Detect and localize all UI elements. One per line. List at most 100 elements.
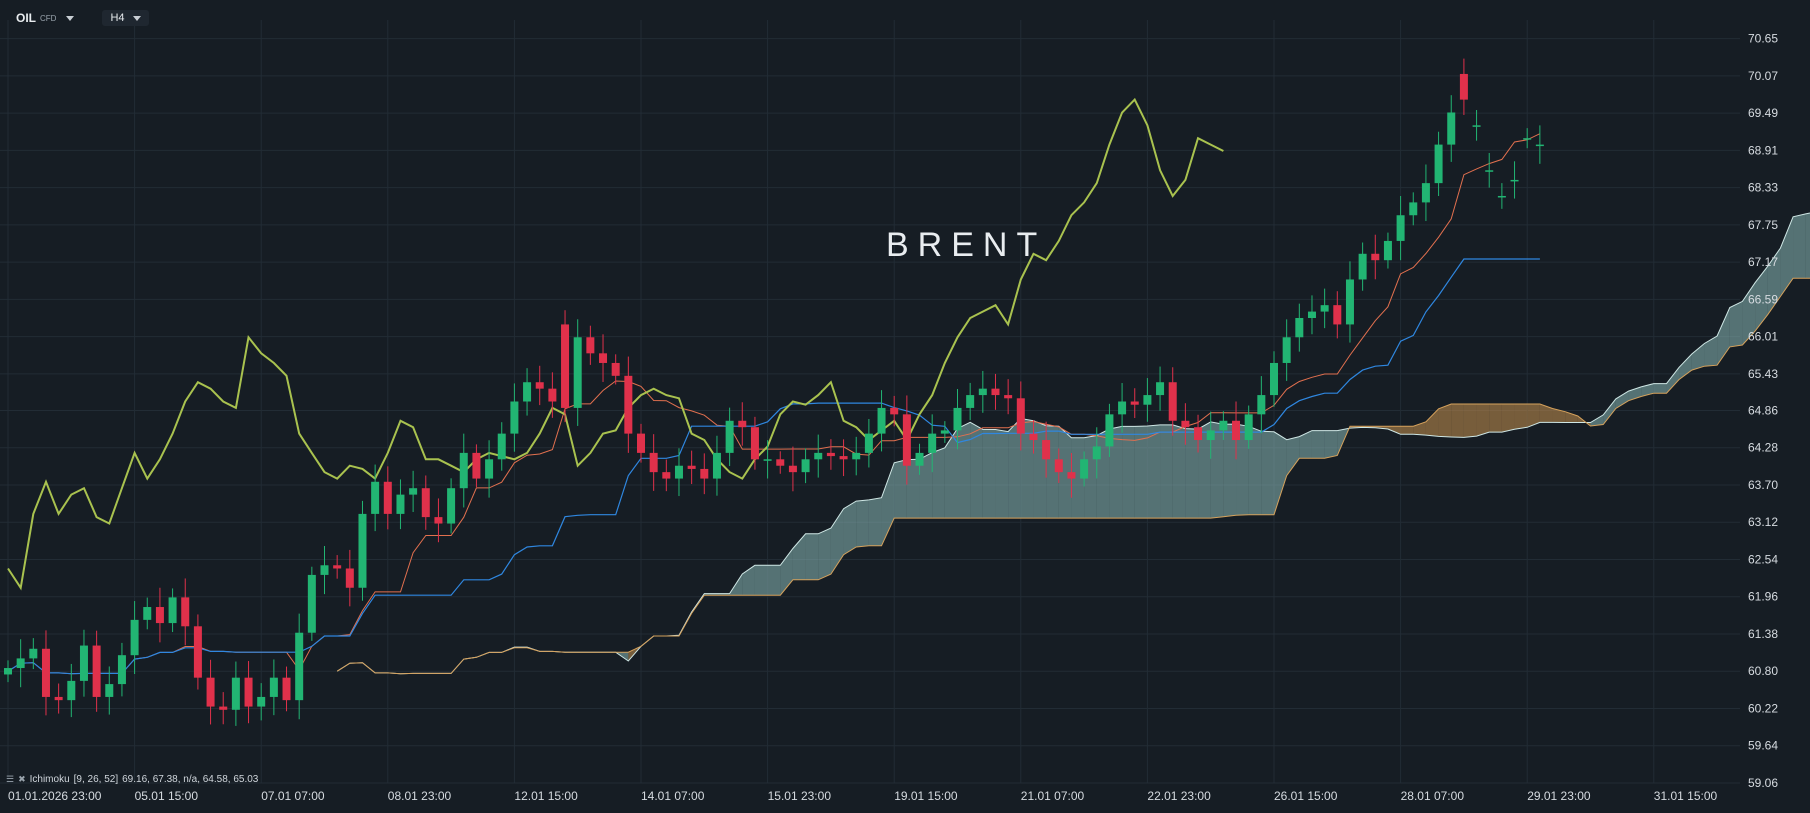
candle-body[interactable] — [1118, 401, 1127, 415]
candle-body[interactable] — [181, 597, 190, 627]
candle-body[interactable] — [307, 574, 316, 633]
candle-body[interactable] — [459, 452, 468, 489]
candle-body[interactable] — [1345, 279, 1354, 325]
candle-body[interactable] — [497, 433, 506, 460]
candle-body[interactable] — [966, 395, 975, 408]
candle-body[interactable] — [953, 407, 962, 431]
candle-body[interactable] — [320, 565, 329, 575]
candle-body[interactable] — [143, 607, 152, 620]
candle-body[interactable] — [485, 459, 494, 479]
candle-body[interactable] — [1244, 414, 1253, 441]
candle-body[interactable] — [1054, 459, 1063, 473]
candle-body[interactable] — [1206, 430, 1215, 441]
candle-body[interactable] — [257, 696, 266, 707]
candle-body[interactable] — [371, 481, 380, 514]
candle-body[interactable] — [1434, 144, 1443, 184]
candle-body[interactable] — [295, 632, 304, 701]
candle-body[interactable] — [1472, 125, 1481, 127]
candle-body[interactable] — [421, 488, 430, 518]
candle-body[interactable] — [915, 452, 924, 466]
candle-body[interactable] — [1080, 459, 1089, 479]
candle-body[interactable] — [1333, 305, 1342, 325]
candle-body[interactable] — [624, 375, 633, 434]
candle-body[interactable] — [523, 382, 532, 402]
candle-body[interactable] — [16, 658, 25, 669]
candle-body[interactable] — [902, 414, 911, 466]
candle-body[interactable] — [41, 648, 50, 697]
candle-body[interactable] — [826, 452, 835, 457]
candle-body[interactable] — [117, 655, 126, 685]
candle-body[interactable] — [637, 433, 645, 453]
candle-body[interactable] — [345, 568, 354, 588]
candle-body[interactable] — [1168, 382, 1177, 421]
candle-body[interactable] — [1371, 253, 1380, 261]
candle-body[interactable] — [928, 433, 937, 453]
candle-body[interactable] — [750, 427, 759, 460]
candle-body[interactable] — [852, 452, 861, 460]
candle-body[interactable] — [1105, 414, 1114, 447]
candle-body[interactable] — [649, 452, 658, 473]
candle-body[interactable] — [4, 668, 12, 675]
candle-body[interactable] — [814, 452, 823, 460]
candle-body[interactable] — [1270, 362, 1278, 396]
candle-body[interactable] — [1535, 144, 1544, 147]
candle-body[interactable] — [535, 382, 544, 389]
candle-body[interactable] — [890, 407, 899, 415]
candle-body[interactable] — [864, 433, 873, 453]
candle-body[interactable] — [1042, 440, 1051, 460]
candle-body[interactable] — [1143, 395, 1152, 405]
candle-body[interactable] — [92, 645, 101, 697]
candle-body[interactable] — [219, 706, 228, 710]
candle-body[interactable] — [548, 388, 557, 402]
candle-body[interactable] — [712, 452, 721, 479]
candle-body[interactable] — [801, 459, 810, 473]
candle-body[interactable] — [105, 684, 114, 697]
candle-body[interactable] — [1016, 398, 1025, 434]
candle-body[interactable] — [434, 517, 443, 524]
candle-body[interactable] — [358, 513, 367, 588]
candle-body[interactable] — [1067, 472, 1076, 479]
candle-body[interactable] — [1497, 195, 1506, 198]
candle-body[interactable] — [29, 648, 38, 659]
candle-body[interactable] — [54, 696, 63, 701]
indicator-legend[interactable]: ☰ ✖ Ichimoku [9, 26, 52] 69.16, 67.38, n… — [6, 774, 258, 785]
candle-body[interactable] — [1232, 420, 1241, 441]
candle-body[interactable] — [599, 353, 608, 363]
candle-body[interactable] — [1523, 138, 1532, 140]
candle-body[interactable] — [1320, 305, 1329, 312]
candle-body[interactable] — [1307, 311, 1316, 319]
candle-body[interactable] — [79, 645, 88, 681]
candle-body[interactable] — [1194, 427, 1203, 441]
candle-body[interactable] — [206, 677, 215, 707]
candle-body[interactable] — [738, 420, 747, 428]
candle-body[interactable] — [282, 677, 291, 701]
candle-body[interactable] — [940, 430, 949, 434]
candle-body[interactable] — [978, 388, 987, 396]
candle-body[interactable] — [1459, 73, 1468, 100]
candle-body[interactable] — [700, 468, 709, 479]
candle-body[interactable] — [1358, 253, 1367, 280]
candle-body[interactable] — [573, 337, 582, 408]
candle-body[interactable] — [1181, 420, 1190, 428]
candle-body[interactable] — [193, 626, 202, 678]
candle-body[interactable] — [1421, 183, 1430, 203]
symbol-selector[interactable]: OIL CFD — [16, 10, 75, 26]
candle-body[interactable] — [725, 420, 734, 453]
candle-body[interactable] — [244, 677, 253, 707]
candle-body[interactable] — [1396, 215, 1405, 241]
candle-body[interactable] — [231, 677, 240, 710]
candle-body[interactable] — [561, 324, 570, 408]
candle-body[interactable] — [877, 407, 886, 434]
candle-body[interactable] — [839, 456, 848, 460]
candle-body[interactable] — [1383, 240, 1392, 261]
price-axis[interactable]: 70.65 70.07 69.49 68.91 68.33 67.75 67.17 66.59… — [1748, 32, 1778, 790]
close-icon[interactable]: ✖ — [18, 774, 26, 784]
candle-body[interactable] — [1447, 112, 1456, 145]
candle-body[interactable] — [130, 619, 139, 656]
candle-body[interactable] — [687, 465, 696, 469]
candle-body[interactable] — [1156, 382, 1165, 396]
candle-body[interactable] — [1004, 395, 1013, 399]
candle-body[interactable] — [1257, 395, 1266, 415]
candle-body[interactable] — [67, 680, 76, 701]
